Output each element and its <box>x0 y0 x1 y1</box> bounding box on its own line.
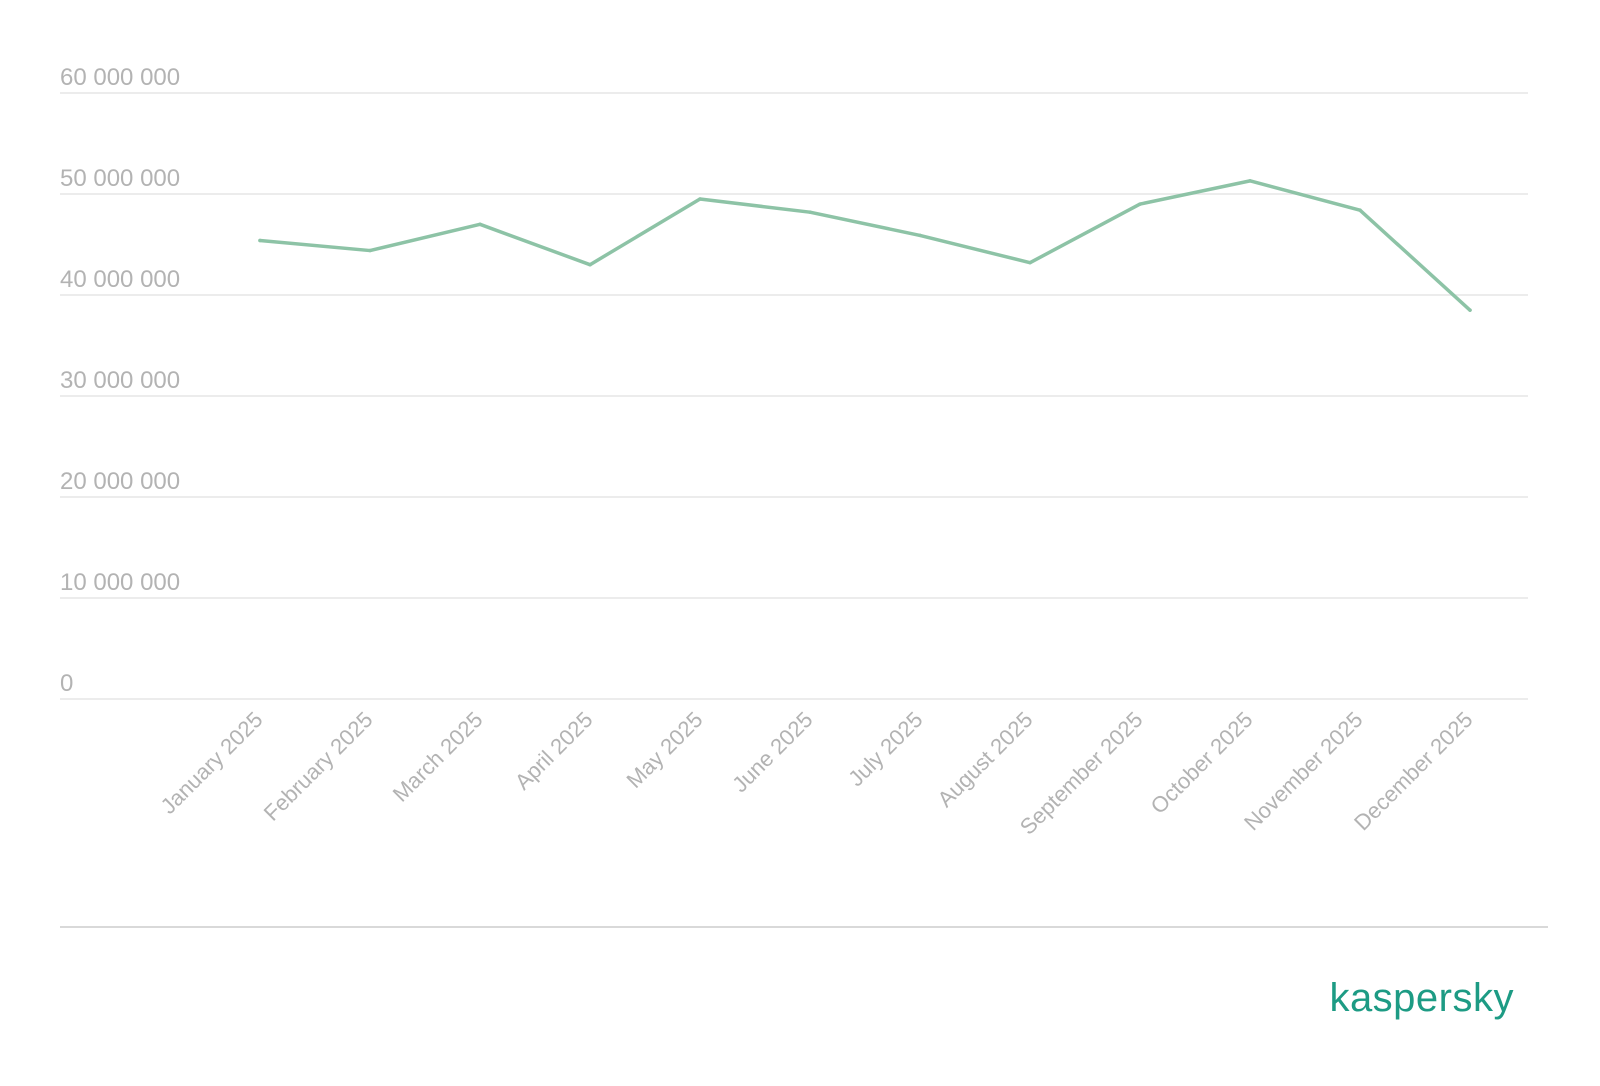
x-tick-label: December 2025 <box>1349 707 1477 835</box>
data-point <box>918 233 922 238</box>
y-tick-label: 0 <box>60 670 73 697</box>
y-tick-label: 60 000 000 <box>60 64 180 91</box>
data-point <box>1028 260 1032 265</box>
x-tick-label: April 2025 <box>510 707 598 795</box>
data-point <box>1248 179 1252 183</box>
y-tick-label: 50 000 000 <box>60 165 180 192</box>
data-point <box>808 210 812 214</box>
x-tick-label: November 2025 <box>1239 707 1367 835</box>
y-tick-label: 30 000 000 <box>60 367 180 394</box>
x-tick-label: August 2025 <box>932 707 1037 812</box>
data-point <box>258 238 262 243</box>
data-point <box>368 248 372 253</box>
x-tick-label: January 2025 <box>156 707 268 819</box>
y-axis-tick-labels: 0 10 000 000 20 000 000 30 000 000 40 000 00… <box>60 64 180 697</box>
x-tick-label: July 2025 <box>843 707 927 791</box>
y-tick-label: 40 000 000 <box>60 266 180 293</box>
y-tick-label: 10 000 000 <box>60 569 180 596</box>
x-tick-label: October 2025 <box>1146 707 1258 819</box>
kaspersky-logo: kaspersky <box>1329 976 1514 1020</box>
x-tick-label: February 2025 <box>259 707 378 826</box>
x-tick-label: May 2025 <box>622 707 708 793</box>
data-point <box>1468 308 1472 312</box>
x-tick-label: June 2025 <box>727 707 817 797</box>
x-tick-label: March 2025 <box>388 707 488 807</box>
data-point <box>1138 202 1142 206</box>
data-point <box>588 262 592 267</box>
data-point <box>1358 208 1362 212</box>
footer-divider <box>60 926 1548 928</box>
series-line <box>258 179 1472 312</box>
series-layer <box>258 179 1472 312</box>
gridlines <box>60 92 1528 700</box>
data-point <box>478 222 482 227</box>
data-point <box>698 197 702 201</box>
y-tick-label: 20 000 000 <box>60 468 180 495</box>
